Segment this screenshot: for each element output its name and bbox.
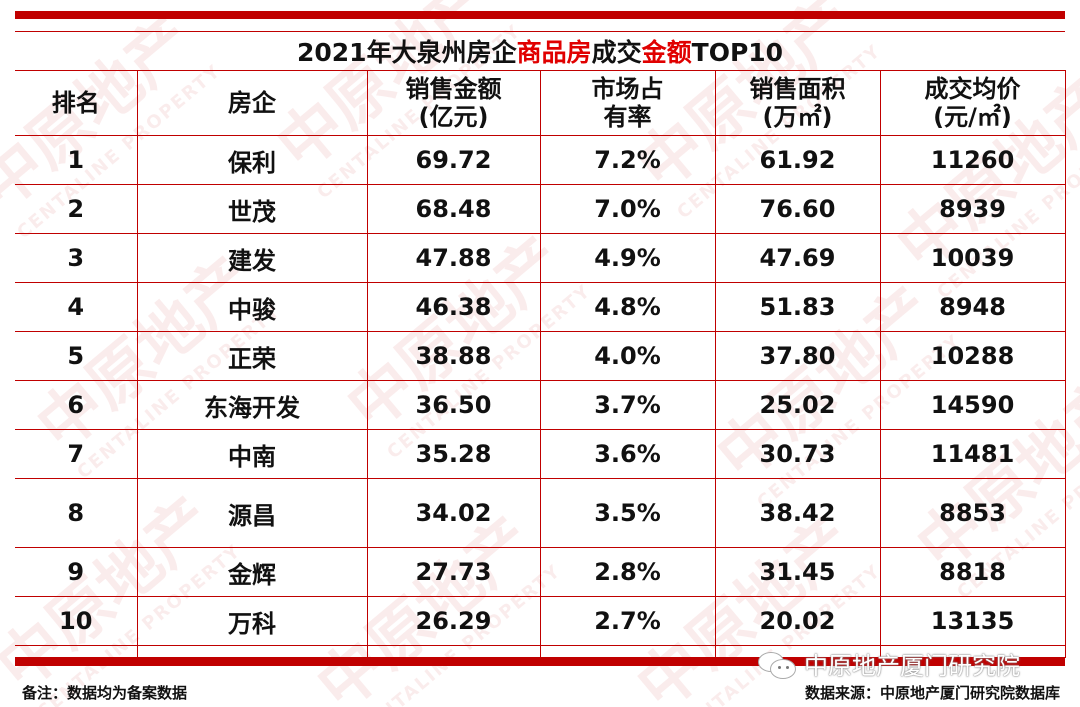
table-row: 4 中骏 46.38 4.8% 51.83 8948	[15, 282, 1066, 332]
cell-share: 4.0%	[539, 331, 716, 381]
cell-area: 76.60	[714, 184, 881, 234]
cell-sales: 46.38	[366, 282, 541, 332]
table-row: 5 正荣 38.88 4.0% 37.80 10288	[15, 331, 1066, 381]
cell-area: 31.45	[714, 547, 881, 597]
title-highlight-amount: 金额	[641, 38, 692, 67]
table-row: 1 保利 69.72 7.2% 61.92 11260	[15, 135, 1066, 185]
cell-rank: 9	[15, 547, 138, 597]
cell-sales: 69.72	[366, 135, 541, 185]
bottom-accent-bar	[15, 657, 1065, 666]
cell-share: 4.8%	[539, 282, 716, 332]
cell-price: 13135	[879, 596, 1066, 646]
cell-rank: 8	[15, 478, 138, 548]
spacer-cell	[15, 645, 138, 658]
cell-price: 14590	[879, 380, 1066, 430]
cell-price: 8939	[879, 184, 1066, 234]
cell-area: 61.92	[714, 135, 881, 185]
cell-rank: 10	[15, 596, 138, 646]
cell-price: 8948	[879, 282, 1066, 332]
cell-area: 20.02	[714, 596, 881, 646]
cell-area: 47.69	[714, 233, 881, 283]
header-row: 排名 房企 销售金额 (亿元) 市场占 有率 销售面积 (万㎡) 成交均价 (元/㎡)	[15, 70, 1066, 136]
cell-price: 11481	[879, 429, 1066, 479]
cell-company: 建发	[136, 233, 368, 283]
cell-rank: 6	[15, 380, 138, 430]
cell-share: 3.5%	[539, 478, 716, 548]
wechat-account-badge: 中原地产厦门研究院	[758, 646, 1020, 681]
table-row: 6 东海开发 36.50 3.7% 25.02 14590	[15, 380, 1066, 430]
cell-share: 3.6%	[539, 429, 716, 479]
data-source: 数据来源：中原地产厦门研究院数据库	[804, 684, 1060, 702]
header-area: 销售面积 (万㎡)	[714, 70, 881, 136]
cell-company: 保利	[136, 135, 368, 185]
cell-price: 10039	[879, 233, 1066, 283]
cell-area: 37.80	[714, 331, 881, 381]
cell-company: 中南	[136, 429, 368, 479]
table-row: 9 金辉 27.73 2.8% 31.45 8818	[15, 547, 1066, 597]
cell-area: 38.42	[714, 478, 881, 548]
table-row: 10 万科 26.29 2.7% 20.02 13135	[15, 596, 1066, 646]
title-segment: 成交	[591, 38, 642, 67]
cell-share: 3.7%	[539, 380, 716, 430]
header-company: 房企	[136, 70, 368, 136]
cell-price: 11260	[879, 135, 1066, 185]
header-market-share: 市场占 有率	[539, 70, 716, 136]
cell-sales: 34.02	[366, 478, 541, 548]
cell-sales: 35.28	[366, 429, 541, 479]
cell-company: 金辉	[136, 547, 368, 597]
cell-rank: 4	[15, 282, 138, 332]
cell-company: 正荣	[136, 331, 368, 381]
cell-rank: 2	[15, 184, 138, 234]
title-row: 2021年大泉州房企商品房成交金额TOP10	[15, 31, 1066, 71]
cell-share: 2.8%	[539, 547, 716, 597]
cell-share: 7.0%	[539, 184, 716, 234]
cell-sales: 68.48	[366, 184, 541, 234]
cell-price: 8818	[879, 547, 1066, 597]
ranking-table: 2021年大泉州房企商品房成交金额TOP10 排名 房企 销售金额 (亿元) 市场…	[15, 31, 1066, 658]
header-sales: 销售金额 (亿元)	[366, 70, 541, 136]
top-accent-bar	[15, 11, 1065, 19]
cell-share: 4.9%	[539, 233, 716, 283]
cell-sales: 26.29	[366, 596, 541, 646]
title-segment: 2021年大泉州房企	[297, 38, 517, 67]
cell-price: 8853	[879, 478, 1066, 548]
cell-sales: 47.88	[366, 233, 541, 283]
table-row: 2 世茂 68.48 7.0% 76.60 8939	[15, 184, 1066, 234]
wechat-account-name: 中原地产厦门研究院	[804, 652, 1020, 680]
cell-price: 10288	[879, 331, 1066, 381]
cell-share: 7.2%	[539, 135, 716, 185]
spacer-cell	[366, 645, 541, 658]
cell-sales: 27.73	[366, 547, 541, 597]
cell-company: 万科	[136, 596, 368, 646]
table-row: 8 源昌 34.02 3.5% 38.42 8853	[15, 478, 1066, 548]
wechat-icon	[758, 650, 796, 679]
footer-note: 备注：数据均为备案数据	[22, 684, 188, 702]
cell-rank: 1	[15, 135, 138, 185]
cell-company: 东海开发	[136, 380, 368, 430]
spacer-cell	[539, 645, 716, 658]
cell-area: 51.83	[714, 282, 881, 332]
table-title: 2021年大泉州房企商品房成交金额TOP10	[15, 31, 1066, 71]
spacer-cell	[136, 645, 368, 658]
cell-share: 2.7%	[539, 596, 716, 646]
header-avg-price: 成交均价 (元/㎡)	[879, 70, 1066, 136]
cell-sales: 38.88	[366, 331, 541, 381]
cell-rank: 5	[15, 331, 138, 381]
cell-company: 世茂	[136, 184, 368, 234]
table-row: 3 建发 47.88 4.9% 47.69 10039	[15, 233, 1066, 283]
cell-area: 30.73	[714, 429, 881, 479]
title-highlight-product: 商品房	[516, 38, 592, 67]
cell-area: 25.02	[714, 380, 881, 430]
table-row: 7 中南 35.28 3.6% 30.73 11481	[15, 429, 1066, 479]
cell-rank: 3	[15, 233, 138, 283]
cell-company: 中骏	[136, 282, 368, 332]
cell-company: 源昌	[136, 478, 368, 548]
cell-rank: 7	[15, 429, 138, 479]
header-rank: 排名	[15, 70, 138, 136]
title-segment: TOP10	[691, 38, 784, 67]
cell-sales: 36.50	[366, 380, 541, 430]
